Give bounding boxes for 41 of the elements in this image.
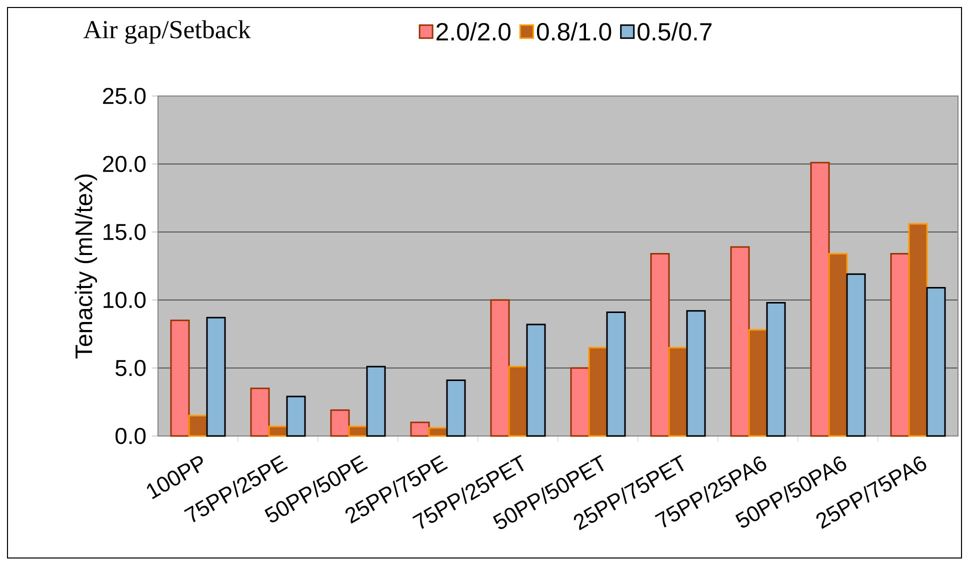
bar [810, 162, 830, 437]
bar [606, 311, 626, 437]
bar [410, 422, 430, 437]
bar [570, 367, 590, 437]
bar [446, 379, 466, 437]
y-tick-label: 25.0 [103, 88, 146, 104]
y-axis-title: Tenacity (mN/tex) [74, 174, 98, 358]
bar [526, 324, 546, 437]
bar [508, 366, 528, 437]
y-tick-label: 20.0 [103, 156, 146, 172]
bar [730, 246, 750, 437]
bar [170, 320, 190, 437]
bar [366, 366, 386, 437]
bar [748, 329, 768, 437]
legend-label: 0.8/1.0 [536, 22, 612, 41]
bar [686, 310, 706, 437]
bar [286, 396, 306, 437]
bar [828, 253, 848, 437]
bar [188, 414, 208, 437]
bar [428, 427, 448, 437]
bar [250, 388, 270, 437]
bar [846, 273, 866, 437]
y-tick-label: 0.0 [116, 428, 146, 444]
bar [330, 409, 350, 437]
bar [926, 287, 946, 437]
bar [268, 426, 288, 437]
legend-title: Air gap/Setback [83, 20, 251, 44]
bar [908, 223, 928, 437]
bar [588, 346, 608, 437]
y-tick-label: 5.0 [116, 360, 146, 376]
y-tick-label: 10.0 [104, 292, 146, 308]
legend-label: 0.5/0.7 [638, 22, 712, 41]
bar [490, 299, 510, 437]
bar [668, 346, 688, 437]
bar [650, 253, 670, 437]
y-tick-label: 15.0 [104, 224, 146, 240]
bar [348, 426, 368, 437]
legend-label: 2.0/2.0 [436, 22, 511, 41]
bar [206, 316, 226, 437]
bar [890, 253, 910, 437]
bar [766, 302, 786, 437]
